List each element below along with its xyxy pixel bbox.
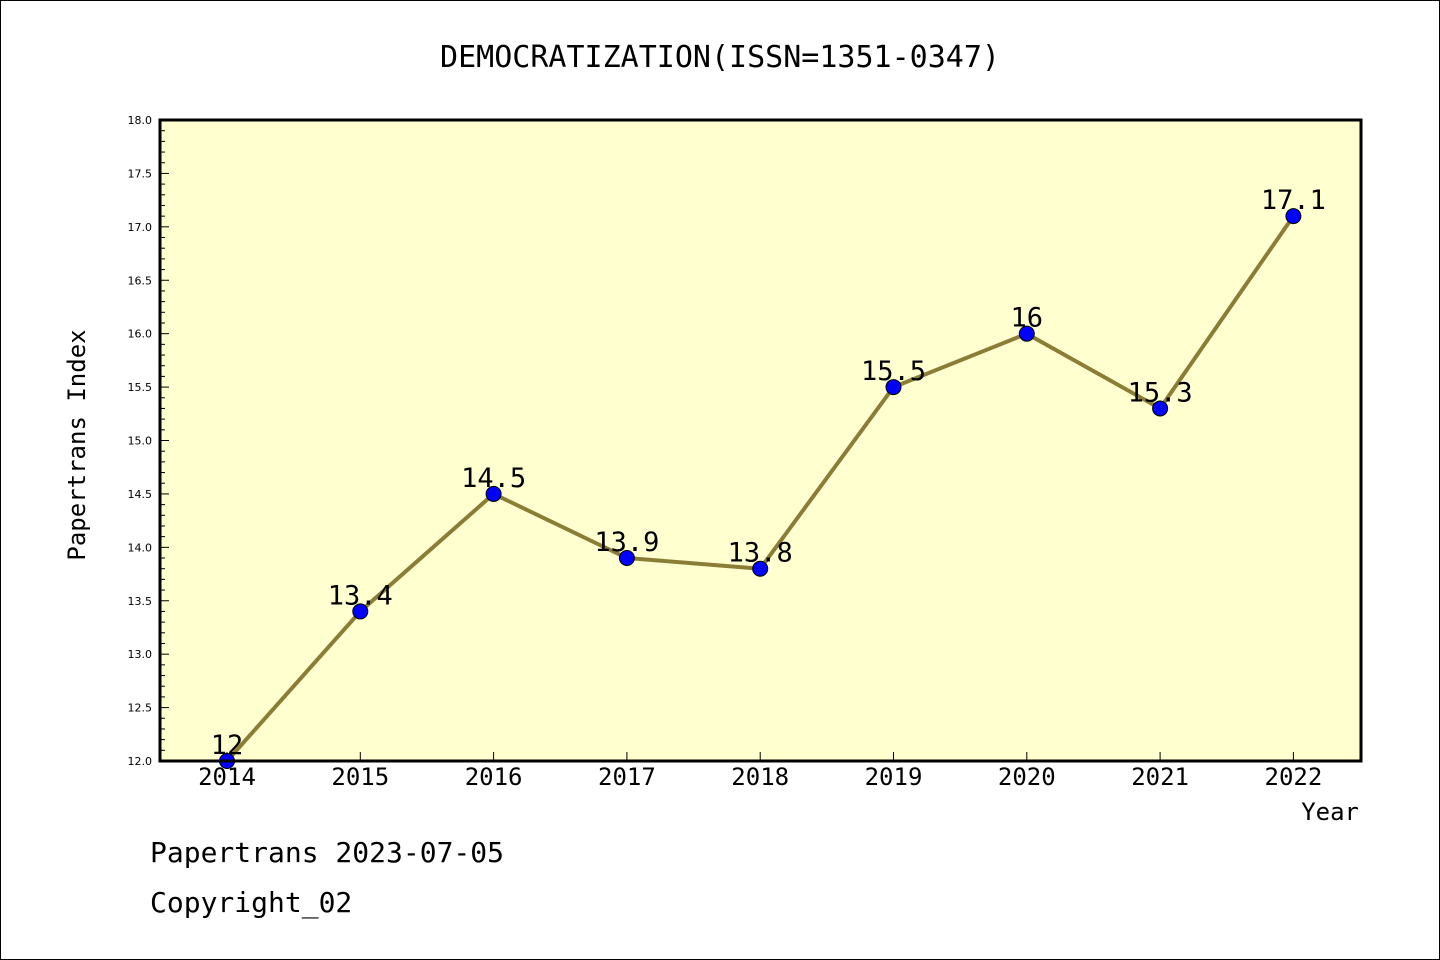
y-tick-label: 15.0 [128, 435, 153, 448]
x-tick-label: 2017 [598, 763, 656, 791]
data-label: 14.5 [461, 463, 526, 494]
data-label: 15.5 [861, 356, 926, 387]
data-label: 16 [1011, 303, 1044, 334]
y-axis-label: Papertrans Index [63, 329, 91, 560]
y-tick-label: 17.0 [128, 221, 153, 234]
x-tick-label: 2022 [1265, 763, 1323, 791]
y-tick-label: 12.5 [128, 702, 153, 715]
data-point [485, 485, 502, 502]
x-axis: 2014 2015 2016 2017 2018 2019 2020 2021 2022 [198, 752, 1322, 791]
y-tick-label: 15.5 [128, 381, 153, 394]
data-point [1152, 400, 1169, 417]
data-labels: 12 13.4 14.5 13.9 13.8 15.5 16 15.3 17.1 [211, 185, 1326, 761]
data-point [885, 379, 902, 396]
data-point [1018, 325, 1035, 342]
data-label: 12 [211, 730, 244, 761]
data-point [1285, 208, 1302, 225]
data-point [752, 560, 769, 577]
series-papertrans-index [219, 208, 1302, 769]
y-tick-label: 12.0 [128, 755, 153, 768]
data-label: 17.1 [1261, 185, 1326, 216]
y-tick-label: 13.0 [128, 648, 153, 661]
y-tick-label: 17.5 [128, 167, 153, 180]
footer-date-line: Papertrans 2023-07-05 [150, 836, 505, 869]
x-tick-label: 2016 [465, 763, 523, 791]
data-label: 13.9 [594, 527, 659, 558]
x-tick-label: 2019 [865, 763, 923, 791]
x-tick-label: 2018 [731, 763, 789, 791]
data-label: 13.4 [328, 580, 393, 611]
data-label: 13.8 [728, 538, 793, 569]
plot-area [160, 120, 1361, 761]
y-tick-label: 14.5 [128, 488, 153, 501]
y-tick-label: 18.0 [128, 114, 153, 127]
footer-copyright: Copyright_02 [150, 886, 353, 919]
y-tick-label: 13.5 [128, 595, 153, 608]
data-point [352, 603, 369, 620]
y-tick-label: 14.0 [128, 541, 153, 554]
x-axis-label: Year [1301, 798, 1359, 826]
x-tick-label: 2015 [331, 763, 389, 791]
plot-border [158, 118, 1363, 763]
data-point [618, 550, 635, 567]
chart-title: DEMOCRATIZATION(ISSN=1351-0347) [440, 40, 1000, 75]
y-axis: 12.0 12.5 13.0 13.5 14.0 14.5 15.0 15.5 16.0 16.5… [128, 114, 169, 768]
data-label: 15.3 [1128, 377, 1193, 408]
y-tick-label: 16.0 [128, 328, 153, 341]
y-tick-label: 16.5 [128, 274, 153, 287]
x-tick-label: 2020 [998, 763, 1056, 791]
x-tick-label: 2021 [1131, 763, 1189, 791]
